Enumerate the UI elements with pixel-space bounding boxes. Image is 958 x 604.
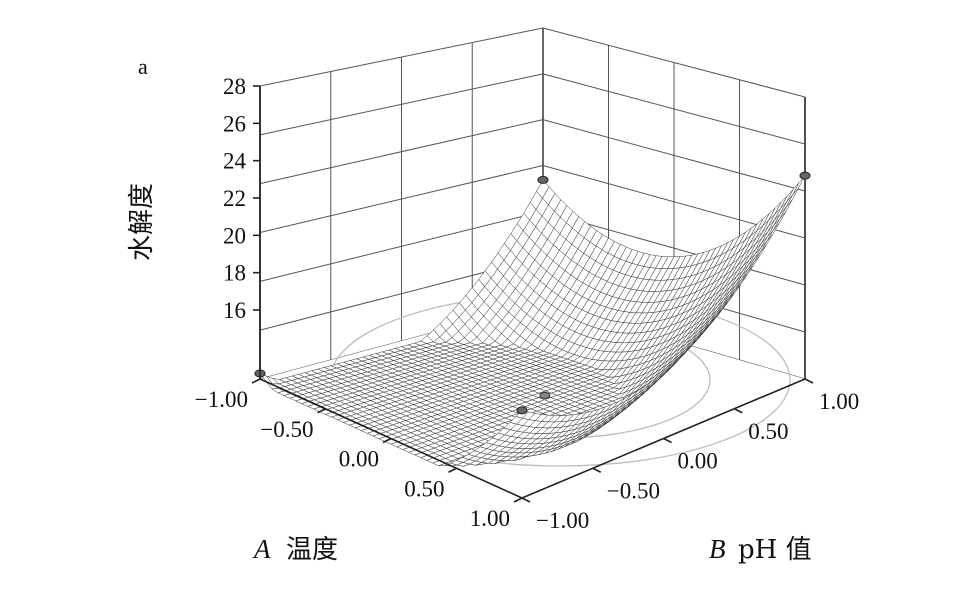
y-tick-label: 0.50 bbox=[748, 419, 788, 444]
tick-labels: −1.00 −0.50 0.00 0.50 1.00 −1.00 −0.50 0.00 0.50… bbox=[195, 74, 859, 533]
y-tick-label: 1.00 bbox=[819, 389, 859, 414]
x-tick-label: 1.00 bbox=[470, 506, 510, 531]
z-tick-label: 16 bbox=[223, 298, 246, 323]
panel-label: a bbox=[138, 54, 148, 79]
x-tick-mark bbox=[251, 378, 261, 384]
y-tick-mark bbox=[521, 497, 531, 503]
y-tick-label: −1.00 bbox=[536, 508, 589, 533]
x-axis-label: 温度 bbox=[286, 535, 338, 565]
axes-frame bbox=[251, 85, 814, 503]
y-axis-title: B pH 值 bbox=[709, 534, 812, 565]
wall-grid-hline bbox=[259, 119, 544, 185]
wall-grid-hline bbox=[259, 27, 544, 87]
y-tick-mark bbox=[663, 437, 672, 444]
z-tick-label: 26 bbox=[223, 111, 246, 136]
x-tick-mark bbox=[382, 437, 392, 444]
x-tick-label: −0.50 bbox=[260, 417, 313, 442]
wall-grid-hline bbox=[259, 165, 544, 233]
response-surface bbox=[254, 171, 811, 467]
x-axis-title: A 温度 bbox=[252, 534, 338, 565]
x-tick-mark bbox=[513, 497, 523, 503]
y-axis-label: pH 值 bbox=[738, 535, 812, 565]
x-tick-label: 0.50 bbox=[404, 476, 444, 501]
wall-grid-hline bbox=[259, 73, 544, 136]
wall-grid-hline bbox=[542, 73, 806, 145]
wall-grid-hline bbox=[542, 119, 806, 192]
wall-grid-hline bbox=[259, 210, 544, 282]
z-tick-label: 22 bbox=[223, 186, 246, 211]
z-tick-label: 28 bbox=[223, 74, 246, 99]
y-tick-mark bbox=[592, 467, 602, 473]
z-tick-label: 18 bbox=[223, 261, 246, 286]
surface-corner-point bbox=[799, 171, 811, 180]
z-axis-title: 水解度 bbox=[127, 183, 157, 261]
y-tick-label: 0.00 bbox=[678, 449, 718, 474]
wall-grid-hline bbox=[542, 27, 806, 98]
surface-corner-point bbox=[537, 175, 549, 184]
x-tick-label: 0.00 bbox=[339, 447, 379, 472]
x-tick-mark bbox=[448, 467, 457, 473]
x-tick-label: −1.00 bbox=[195, 387, 248, 412]
x-tick-mark bbox=[317, 408, 326, 414]
y-tick-label: −0.50 bbox=[607, 478, 660, 503]
y-tick-mark bbox=[804, 378, 814, 384]
z-tick-label: 24 bbox=[223, 149, 247, 174]
y-tick-mark bbox=[733, 408, 743, 414]
x-axis-variable: A bbox=[252, 534, 271, 564]
z-tick-label: 20 bbox=[223, 223, 246, 248]
surface-max-point bbox=[539, 391, 551, 399]
y-axis-variable: B bbox=[709, 534, 726, 564]
surface-corner-point bbox=[516, 406, 528, 415]
